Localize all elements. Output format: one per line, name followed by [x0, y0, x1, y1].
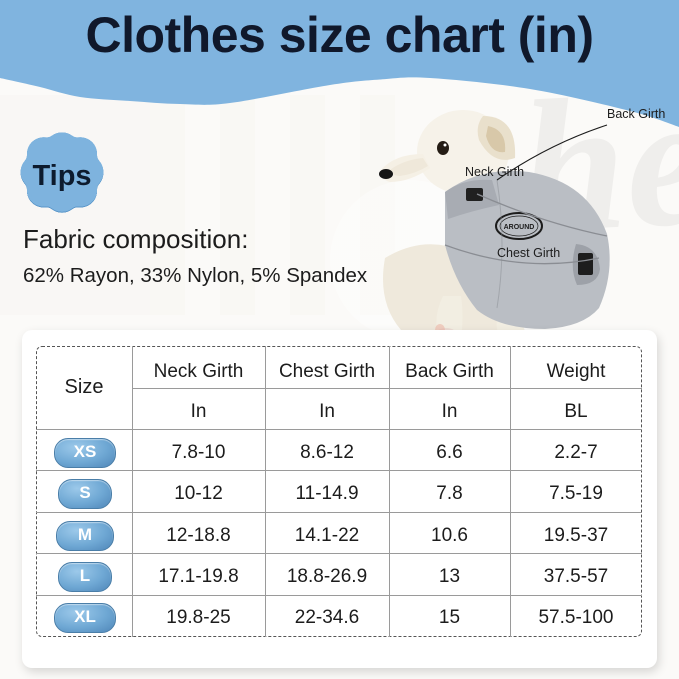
svg-text:AROUND: AROUND	[504, 224, 535, 231]
svg-text:Back Girth: Back Girth	[607, 107, 665, 121]
svg-text:Chest Girth: Chest Girth	[497, 246, 560, 260]
svg-text:Neck Girth: Neck Girth	[465, 165, 524, 179]
